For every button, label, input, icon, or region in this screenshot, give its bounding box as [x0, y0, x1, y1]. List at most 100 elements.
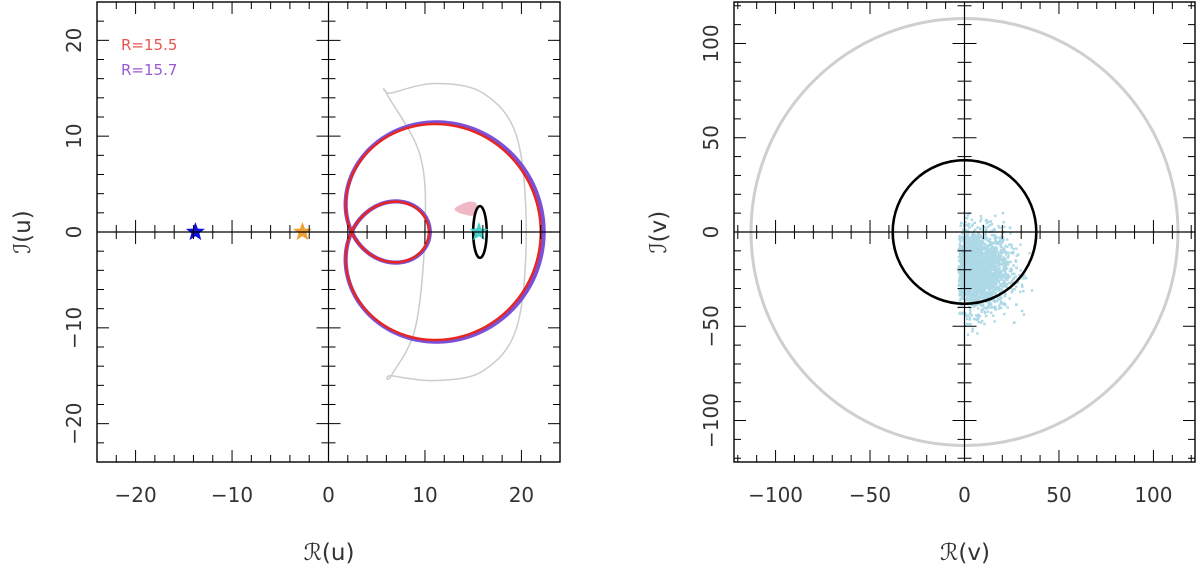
scatter-point	[975, 297, 979, 300]
scatter-point	[957, 280, 961, 283]
scatter-point	[986, 310, 990, 313]
scatter-point	[966, 217, 969, 220]
scatter-point	[967, 240, 970, 243]
scatter-point	[975, 279, 979, 282]
scatter-point	[977, 318, 980, 321]
scatter-point	[1010, 251, 1013, 254]
scatter-point	[1015, 254, 1018, 258]
scatter-point	[984, 291, 988, 295]
scatter-point	[990, 243, 993, 247]
scatter-point	[958, 288, 961, 291]
scatter-point	[964, 274, 968, 277]
scatter-point	[992, 255, 995, 258]
scatter-point	[1015, 303, 1018, 307]
crescent-contour	[382, 82, 527, 382]
scatter-point	[999, 248, 1002, 252]
scatter-point	[974, 317, 977, 321]
scatter-point	[965, 281, 968, 285]
scatter-point	[985, 255, 989, 258]
scatter-point	[994, 214, 997, 218]
scatter-point	[986, 259, 990, 262]
scatter-point	[969, 253, 972, 256]
scatter-point	[974, 237, 978, 240]
x-tick-label: −10	[211, 483, 253, 507]
scatter-point	[994, 291, 997, 294]
scatter-point	[986, 225, 989, 229]
scatter-point	[969, 284, 972, 287]
scatter-point	[982, 264, 986, 267]
scatter-point	[960, 291, 963, 295]
scatter-point	[1000, 283, 1004, 286]
scatter-point	[1003, 285, 1007, 288]
scatter-point	[972, 305, 975, 308]
scatter-point	[982, 278, 985, 282]
scatter-point	[959, 272, 962, 276]
scatter-point	[990, 298, 994, 302]
scatter-point	[1002, 238, 1005, 242]
scatter-point	[985, 245, 988, 248]
axes-v: −100 −50 0 50 100 −100 −50 0 50 100	[699, 2, 1195, 507]
scatter-point	[963, 216, 967, 220]
scatter-point	[996, 240, 999, 244]
scatter-point	[961, 297, 964, 301]
scatter-point	[968, 243, 971, 246]
scatter-point	[978, 315, 982, 318]
scatter-point	[966, 260, 969, 264]
scatter-point	[959, 254, 962, 258]
scatter-point	[973, 276, 976, 280]
y-tick-label: 0	[62, 226, 86, 239]
x-tick-label: 10	[412, 483, 437, 507]
scatter-point	[997, 274, 1001, 278]
scatter-point	[964, 278, 968, 282]
scatter-point	[996, 242, 999, 246]
scatter-point	[977, 242, 980, 245]
scatter-point	[984, 295, 988, 298]
scatter-point	[998, 258, 1002, 261]
scatter-point	[976, 274, 980, 277]
scatter-point	[976, 303, 979, 306]
scatter-point	[968, 280, 971, 283]
scatter-point	[969, 254, 972, 258]
scatter-point	[982, 236, 986, 239]
scatter-point	[969, 267, 972, 271]
scatter-point	[965, 314, 969, 318]
scatter-point	[966, 257, 969, 261]
scatter-point	[985, 266, 988, 269]
scatter-point	[959, 288, 962, 291]
scatter-point	[988, 244, 991, 247]
scatter-point	[1004, 244, 1007, 248]
scatter-point	[988, 273, 991, 276]
scatter-point	[987, 254, 991, 258]
scatter-point	[968, 312, 972, 316]
scatter-point	[986, 273, 989, 276]
x-tick-label: 0	[958, 483, 971, 507]
scatter-point	[978, 279, 982, 283]
scatter-point	[958, 234, 961, 238]
scatter-point	[996, 289, 1000, 292]
scatter-point	[996, 297, 1000, 300]
scatter-point	[972, 267, 975, 271]
scatter-point	[966, 294, 969, 297]
scatter-point	[1006, 306, 1009, 309]
scatter-point	[965, 286, 968, 289]
scatter-point	[982, 283, 985, 286]
scatter-point	[978, 243, 982, 246]
scatter-point	[986, 266, 990, 269]
scatter-point	[994, 248, 997, 251]
scatter-point	[964, 256, 968, 260]
scatter-point	[980, 275, 983, 278]
y-tick-label: −50	[699, 305, 723, 347]
panel-v-plane: −100 −50 0 50 100 −100 −50 0 50 100 ℛ(v) ℐ(v)	[646, 1, 1196, 566]
scatter-point	[979, 262, 983, 265]
scatter-point	[987, 284, 991, 287]
scatter-point	[976, 236, 979, 240]
scatter-point	[988, 220, 991, 223]
scatter-point	[987, 291, 990, 294]
scatter-point	[968, 226, 971, 229]
scatter-point	[1015, 285, 1018, 288]
scatter-point	[977, 295, 981, 298]
scatter-point	[965, 322, 969, 326]
scatter-point	[958, 243, 961, 246]
scatter-point	[979, 241, 982, 245]
scatter-point	[989, 241, 992, 244]
